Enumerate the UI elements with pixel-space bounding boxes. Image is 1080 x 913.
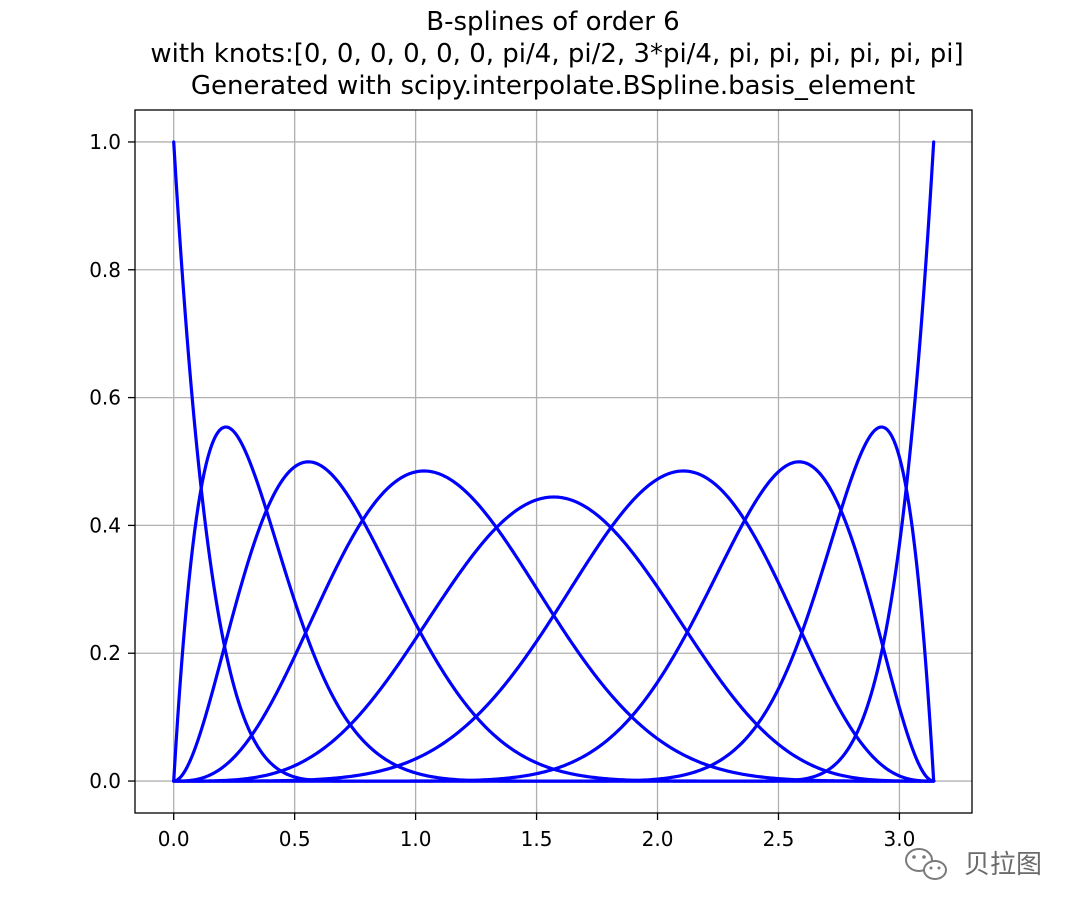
y-axis-ticks: 0.0 0.2 0.4 0.6 0.8 1.0: [89, 130, 135, 793]
x-tick-label: 3.0: [884, 827, 916, 851]
chart-title: B-splines of order 6 with knots:[0, 0, 0…: [150, 7, 963, 101]
basis-curve-5: [172, 469, 936, 783]
basis-curve-3: [172, 469, 936, 783]
y-tick-label: 0.6: [89, 386, 121, 410]
y-tick-label: 0.0: [89, 769, 121, 793]
basis-curve-6: [172, 460, 936, 783]
y-tick-label: 0.8: [89, 258, 121, 282]
y-tick-label: 1.0: [89, 130, 121, 154]
x-tick-label: 0.0: [158, 827, 190, 851]
watermark-label: 贝拉图: [964, 850, 1042, 880]
grid: [135, 110, 972, 813]
basis-curves: [172, 140, 936, 783]
basis-curve-2: [172, 460, 936, 783]
basis-curve-8: [172, 140, 936, 783]
basis-curve-0: [172, 140, 936, 783]
x-tick-label: 1.0: [400, 827, 432, 851]
title-line-1: B-splines of order 6: [426, 7, 679, 37]
basis-curve-1: [172, 425, 936, 783]
x-tick-label: 0.5: [279, 827, 311, 851]
y-tick-label: 0.4: [89, 513, 121, 537]
basis-curve-7: [172, 425, 936, 783]
title-line-2: with knots:[0, 0, 0, 0, 0, 0, pi/4, pi/2…: [150, 39, 963, 69]
x-tick-label: 2.0: [642, 827, 674, 851]
x-tick-label: 2.5: [763, 827, 795, 851]
title-line-3: Generated with scipy.interpolate.BSpline…: [191, 71, 915, 101]
x-axis-ticks: 0.0 0.5 1.0 1.5 2.0 2.5 3.0: [158, 813, 916, 851]
y-tick-label: 0.2: [89, 641, 121, 665]
wechat-icon: [905, 848, 947, 880]
basis-curve-4: [172, 495, 936, 783]
plot-frame: [134, 109, 973, 814]
watermark: 贝拉图: [905, 848, 1042, 880]
x-tick-label: 1.5: [521, 827, 553, 851]
